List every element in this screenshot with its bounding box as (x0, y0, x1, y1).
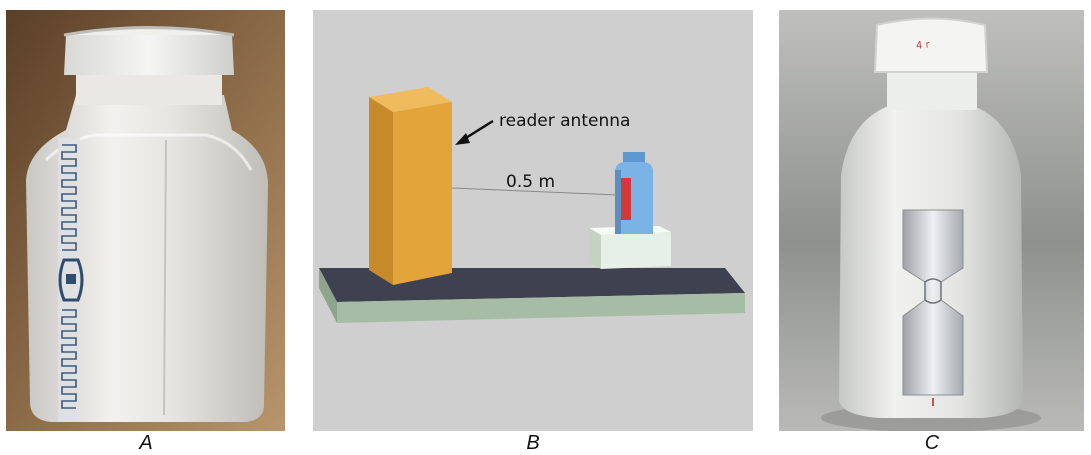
bottle-side (615, 170, 621, 234)
setup-diagram-svg: reader antenna 0.5 m (313, 10, 753, 431)
bottle-a-illustration (6, 10, 285, 431)
setup-diagram: reader antenna 0.5 m (313, 10, 753, 431)
base-platform-front (337, 293, 745, 323)
panel-label-a: A (139, 432, 153, 454)
photo-round-bottle-with-tag: 4 r (779, 10, 1084, 431)
antenna-top (369, 87, 452, 112)
stand-front (601, 232, 671, 269)
arrow-head-icon (455, 133, 470, 145)
rfid-tag (621, 178, 631, 220)
base-platform-side (319, 268, 337, 323)
distance-line (451, 187, 620, 196)
bottle-cap (623, 152, 645, 164)
antenna-side (369, 97, 393, 285)
stand-side (589, 228, 601, 269)
distance-label: 0.5 m (506, 172, 555, 192)
photo-bottle-with-rfid-tag (6, 10, 285, 431)
bottle-c-illustration: 4 r (779, 10, 1084, 431)
panel-label-c: C (924, 432, 940, 454)
svg-text:4 r: 4 r (916, 39, 932, 51)
antenna-label: reader antenna (499, 111, 630, 131)
panel-label-b: B (526, 432, 540, 454)
antenna-front (393, 102, 452, 285)
